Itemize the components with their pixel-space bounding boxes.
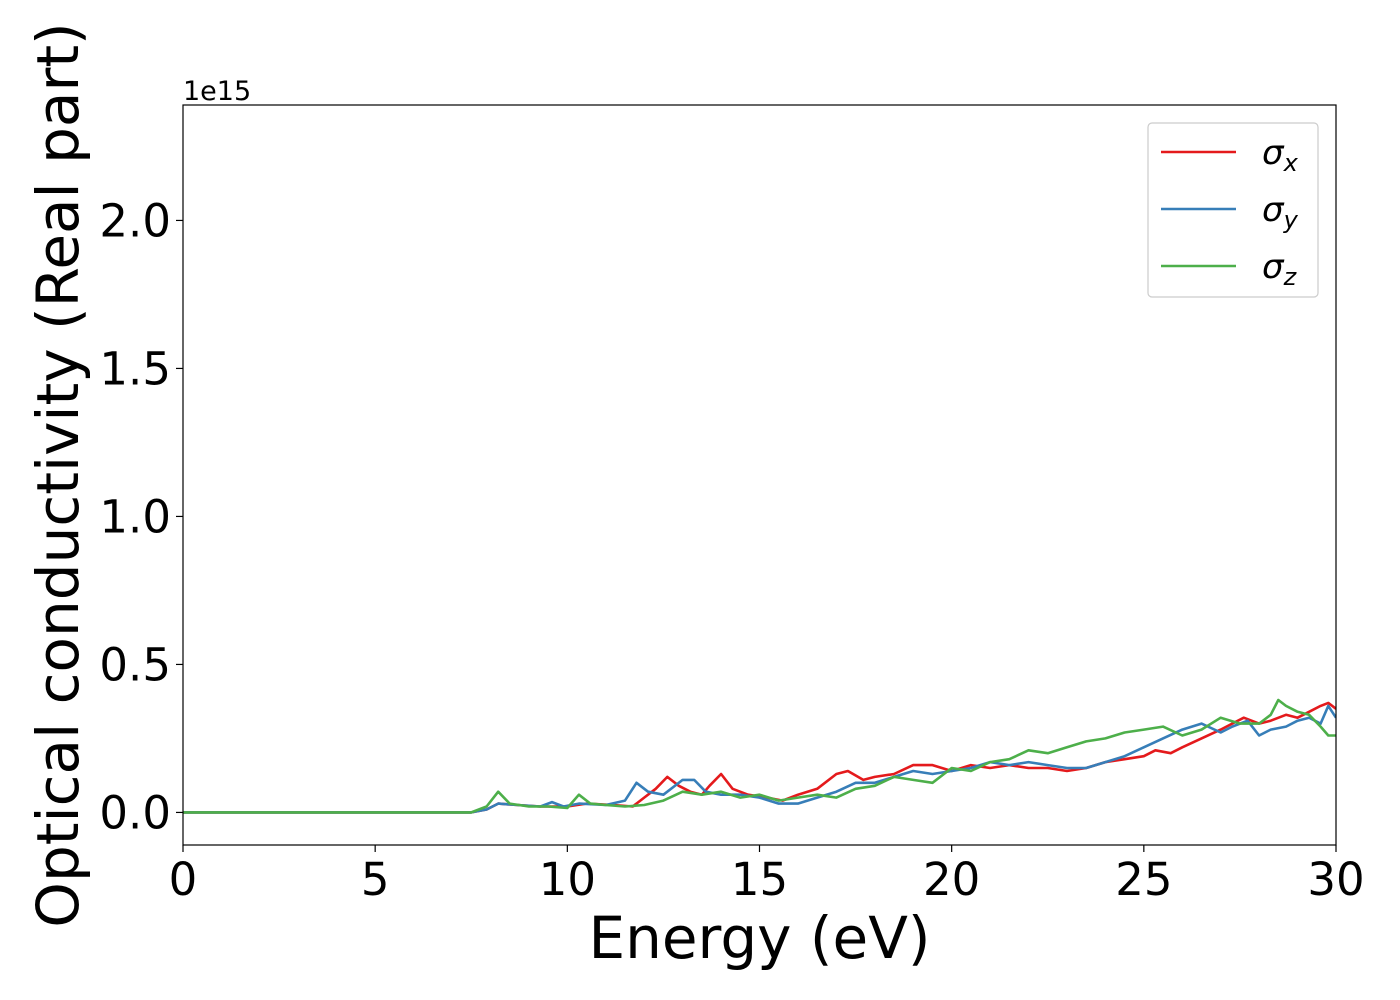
- x-tick-label: 10: [539, 853, 596, 906]
- legend-label-y: σy: [1262, 190, 1299, 234]
- legend-label-x: σx: [1262, 133, 1299, 177]
- legend-label-z: σz: [1262, 247, 1298, 291]
- x-tick-label: 5: [361, 853, 390, 906]
- x-axis-title: Energy (eV): [588, 904, 930, 972]
- y-axis-title: Optical conductivity (Real part): [24, 22, 92, 927]
- y-tick-label: 0.5: [99, 638, 171, 691]
- series-line-z: [183, 698, 1336, 814]
- y-tick-label: 0.0: [99, 786, 171, 839]
- y-tick-label: 1.5: [99, 342, 171, 395]
- x-tick-label: 25: [1115, 853, 1172, 906]
- series-line-x: [183, 701, 1336, 814]
- series-line-y: [183, 704, 1336, 814]
- x-axis-ticks: 0 5 10 15 20 25 30: [169, 845, 1365, 906]
- x-tick-label: 20: [923, 853, 980, 906]
- x-tick-label: 0: [169, 853, 198, 906]
- y-tick-label: 1.0: [99, 490, 171, 543]
- legend: σx σy σz: [1147, 122, 1319, 298]
- y-axis-ticks: 0.0 0.5 1.0 1.5 2.0: [99, 194, 183, 839]
- y-tick-label: 2.0: [99, 194, 171, 247]
- x-tick-label: 30: [1307, 853, 1364, 906]
- x-tick-label: 15: [731, 853, 788, 906]
- y-offset-label: 1e15: [183, 76, 251, 107]
- plot-series: [183, 698, 1336, 814]
